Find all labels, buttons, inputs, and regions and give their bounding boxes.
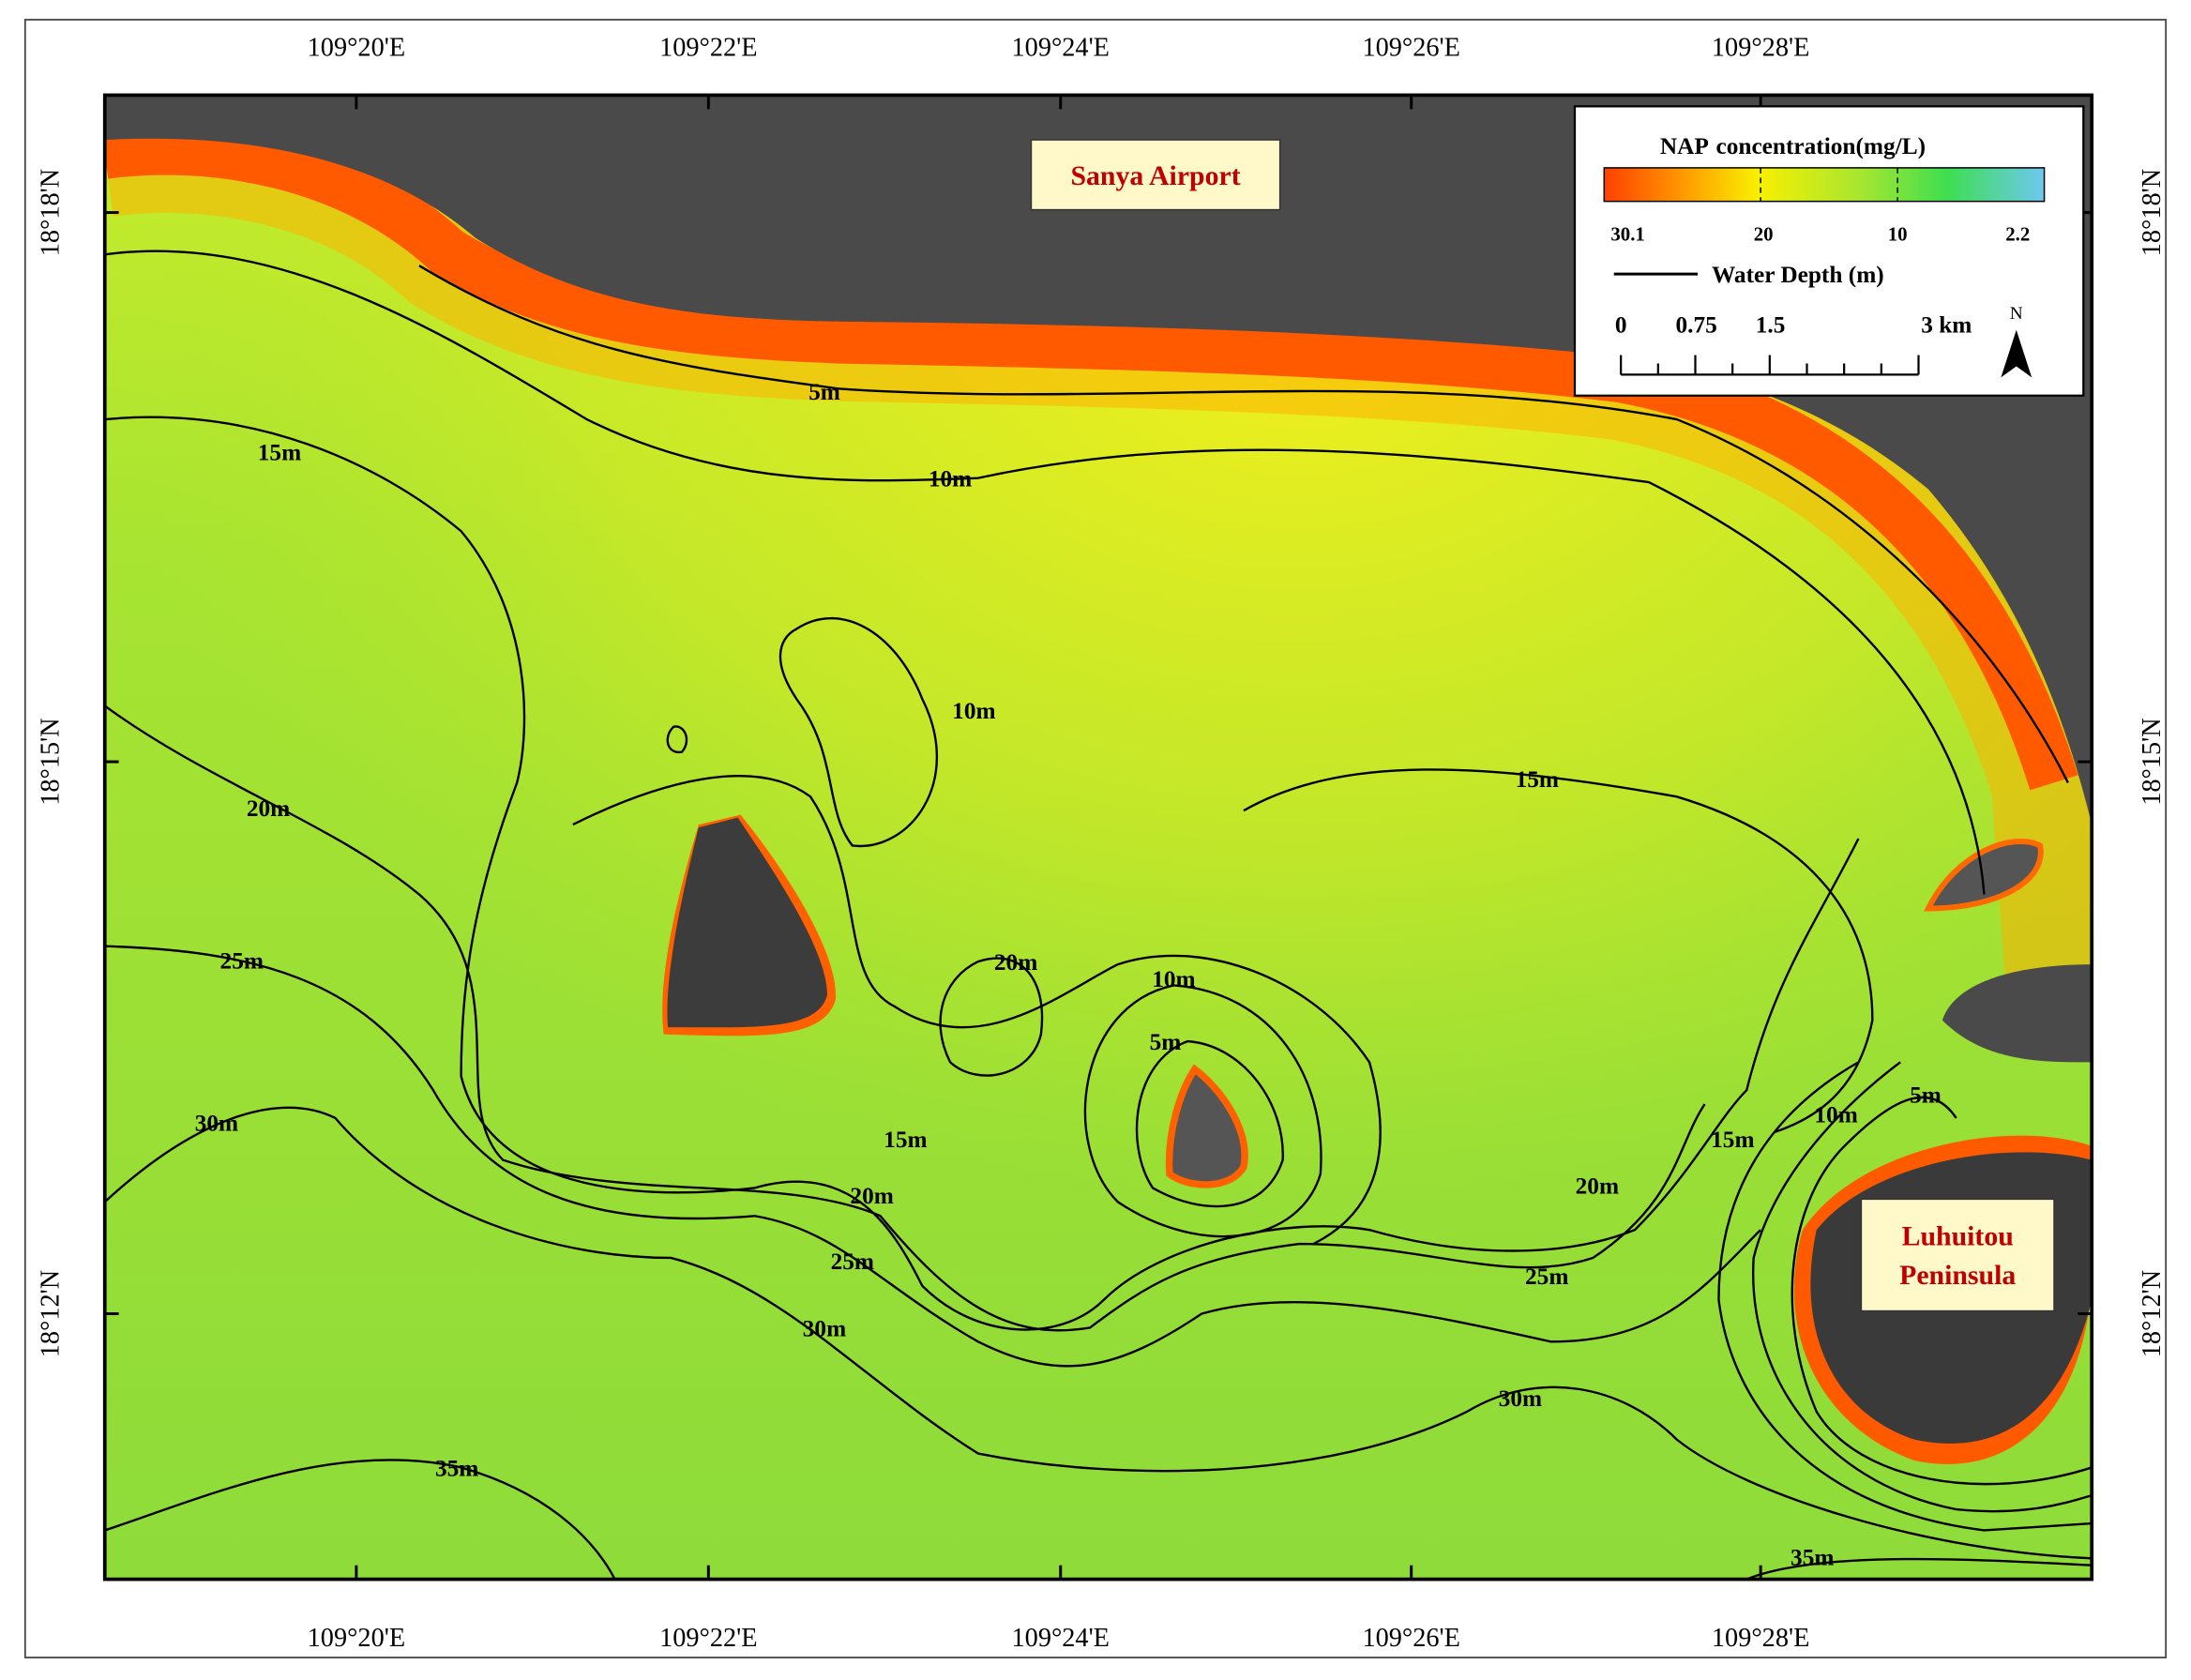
contour-label: 30m	[803, 1315, 846, 1341]
contour	[1751, 1061, 2093, 1513]
contour-label: 35m	[1791, 1545, 1834, 1571]
contours	[104, 250, 2093, 1580]
scale-bar	[1620, 355, 1920, 376]
legend-title: concentration(mg/L)	[1715, 133, 1926, 159]
contour-label: 15m	[1516, 766, 1559, 793]
place-name: Sanya Airport	[1070, 160, 1240, 191]
longitude-label: 109°26'E	[1362, 1624, 1459, 1653]
north-arrow	[2001, 329, 2032, 378]
scale-label: 0	[1615, 312, 1627, 339]
contour	[1717, 1061, 2093, 1532]
longitude-label: 109°22'E	[659, 34, 757, 63]
island-east	[1165, 1064, 1248, 1188]
latitude-label: 18°15'N	[2138, 718, 2167, 805]
map-frame	[102, 93, 2094, 1582]
contour	[939, 957, 1044, 1077]
coordinate-labels: 109°20'E 109°20'E 109°22'E 109°22'E 109°24'E…	[37, 34, 2168, 1653]
longitude-label: 109°28'E	[1712, 1624, 1809, 1653]
contour	[104, 704, 1706, 1332]
longitude-label: 109°26'E	[1362, 34, 1459, 63]
contour-label: 25m	[831, 1249, 874, 1275]
contour	[1243, 768, 1874, 1133]
place-label-peninsula: Luhuitou Peninsula	[1860, 1198, 2055, 1312]
orange-band	[104, 124, 2078, 791]
colorbar	[1603, 167, 2046, 203]
depth-label: Water Depth (m)	[1712, 262, 1884, 288]
longitude-label: 109°20'E	[308, 34, 405, 63]
longitude-label: 109°20'E	[308, 1624, 405, 1653]
contour	[1135, 1039, 1284, 1208]
contour	[104, 416, 1860, 1331]
label-box	[1030, 139, 1281, 211]
legend: NAP concentration(mg/L) 30.1 20 10 2.2 W…	[1573, 105, 2085, 397]
contour-label: 5m	[1150, 1029, 1182, 1055]
contour-label: 25m	[1525, 1264, 1568, 1290]
outer-border	[23, 19, 2168, 1658]
contour-label: 15m	[884, 1127, 927, 1153]
contour	[1791, 1096, 2093, 1486]
latitude-label: 18°18'N	[37, 169, 66, 256]
contour-label: 35m	[435, 1455, 478, 1481]
colorbar-tick: 20	[1754, 222, 1774, 245]
longitude-label: 109°24'E	[1012, 34, 1110, 63]
colorbar-tick: 2.2	[2005, 222, 2030, 245]
contour-label: 10m	[1152, 966, 1195, 992]
longitude-label: 109°24'E	[1012, 1624, 1110, 1653]
contour-label: 20m	[1576, 1173, 1619, 1199]
contour	[104, 1106, 2093, 1560]
contour-label: 30m	[1499, 1385, 1542, 1412]
longitude-label: 109°28'E	[1712, 34, 1809, 63]
latitude-label: 18°18'N	[2138, 169, 2167, 256]
contour	[104, 945, 1761, 1368]
latitude-label: 18°12'N	[37, 1270, 66, 1357]
contour-label: 20m	[850, 1183, 893, 1209]
graticule-ticks	[104, 95, 2093, 1580]
latitude-label: 18°12'N	[2138, 1270, 2167, 1357]
label-box	[1860, 1198, 2055, 1312]
place-name: Luhuitou	[1902, 1221, 2014, 1252]
contour-label: 10m	[929, 466, 972, 492]
longitude-label: 109°22'E	[659, 1624, 757, 1653]
contour	[1745, 1557, 2093, 1580]
contour-label: 25m	[220, 948, 264, 975]
south-shore-land	[1942, 964, 2093, 1063]
latitude-label: 18°15'N	[37, 718, 66, 805]
contour-label: 10m	[1814, 1101, 1857, 1128]
place-name: Peninsula	[1899, 1260, 2016, 1291]
contour	[778, 616, 939, 848]
legend-box	[1573, 105, 2085, 397]
contour	[572, 775, 1382, 1246]
contour-label: 15m	[258, 439, 301, 465]
contour	[1083, 984, 1322, 1238]
contour-label: 10m	[952, 698, 995, 724]
contour	[666, 725, 688, 754]
contour-label: 20m	[247, 795, 290, 822]
contour	[104, 1459, 616, 1580]
scale-label: 1.5	[1756, 312, 1786, 339]
colorbar-tick: 30.1	[1610, 222, 1644, 245]
contour-label: 5m	[808, 379, 840, 405]
contour-label: 20m	[994, 949, 1037, 976]
contour-label: 5m	[1910, 1082, 1942, 1109]
contour-labels: 5m 15m 10m 10m 15m 20m 25m 20m 10m 5m 30m 15m 15m 10m…	[195, 379, 1942, 1570]
small-island	[1924, 839, 2044, 912]
legend-title-prefix: NAP	[1660, 133, 1709, 159]
contour-label: 30m	[195, 1110, 238, 1136]
scale-label: 3 km	[1921, 312, 1972, 339]
scale-label: 0.75	[1675, 312, 1716, 339]
contour-label: 15m	[1711, 1127, 1754, 1153]
place-label-airport: Sanya Airport	[1030, 139, 1281, 211]
island-west	[667, 817, 827, 1028]
north-label: N	[2010, 304, 2023, 324]
contour	[104, 250, 1986, 895]
colorbar-tick: 10	[1888, 222, 1908, 245]
contour	[418, 265, 2069, 783]
